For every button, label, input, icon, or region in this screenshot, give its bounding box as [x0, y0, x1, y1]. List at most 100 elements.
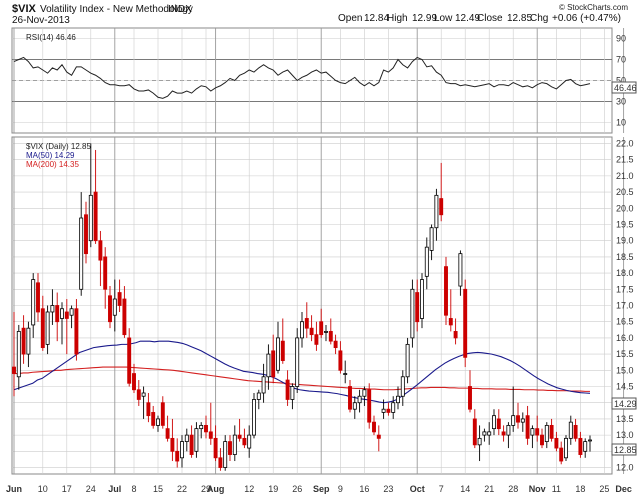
candle-body [136, 389, 141, 400]
candle-body [367, 389, 372, 423]
candle [88, 143, 93, 248]
candle [333, 334, 338, 355]
candle-body [453, 331, 458, 339]
candle [60, 302, 64, 345]
candle-body [540, 434, 544, 446]
candle-body [266, 353, 271, 378]
candle [458, 250, 463, 296]
high-label: High [387, 13, 408, 24]
candle [26, 321, 31, 368]
candle [367, 383, 372, 429]
price-tick-label: 22.0 [616, 138, 634, 148]
x-tick-label: Sep [313, 484, 330, 494]
candle [501, 425, 506, 442]
x-tick-label: 24 [86, 484, 96, 494]
price-tick-label: 15.0 [616, 365, 634, 375]
candle-body [256, 392, 261, 400]
candle [50, 289, 55, 325]
candle-body [40, 308, 45, 349]
candle [487, 422, 492, 445]
high-value: 12.99 [412, 13, 437, 24]
candle [122, 286, 127, 338]
rsi-tick-label: 30 [616, 97, 626, 107]
candle [511, 386, 516, 432]
candle-body [391, 402, 396, 413]
candle-body [535, 428, 540, 436]
low-label: Low [434, 13, 453, 24]
candle-body [400, 376, 405, 397]
candle-body [372, 421, 376, 433]
candle-body [31, 279, 36, 326]
candle-body [170, 437, 175, 452]
candle [79, 192, 84, 296]
price-tick-label: 19.5 [616, 219, 634, 229]
candle [544, 422, 549, 449]
candle [444, 256, 448, 325]
candle [112, 279, 117, 332]
candle [352, 396, 357, 419]
candle-body [352, 402, 357, 410]
candle-body [295, 337, 300, 387]
x-tick-label: 10 [38, 484, 48, 494]
candle [223, 435, 228, 471]
candle-body [338, 350, 343, 371]
candle-body [386, 408, 391, 413]
candle [98, 230, 103, 287]
candle [276, 321, 280, 374]
x-tick-label: Jul [108, 484, 121, 494]
price-tick-label: 13.5 [616, 414, 634, 424]
x-tick-label: 19 [268, 484, 278, 494]
candle [69, 305, 74, 329]
candle-body [146, 402, 151, 417]
candle [84, 201, 88, 264]
candle [117, 279, 122, 312]
ma50-legend: MA(50) 14.29 [26, 151, 75, 160]
open-value: 12.84 [364, 13, 389, 24]
ma50-last-value: 14.29 [614, 399, 637, 409]
candle-body [122, 298, 127, 336]
candle [324, 324, 328, 342]
price-tick-label: 21.0 [616, 171, 634, 181]
candle-body [117, 292, 122, 306]
candle-body [564, 437, 568, 459]
candle-body [50, 305, 55, 313]
candle [36, 273, 40, 322]
rsi-line [13, 56, 591, 99]
candle [55, 292, 60, 342]
candle-body [237, 434, 242, 439]
candle-body [98, 240, 103, 261]
candle-body [290, 386, 295, 400]
candle [16, 324, 21, 390]
candle [204, 415, 208, 439]
rsi-tick-label: 10 [616, 118, 626, 128]
candle [386, 402, 391, 416]
candle [535, 415, 540, 442]
rsi-legend: RSI(14) 46.46 [26, 33, 76, 42]
candle-body [477, 437, 482, 446]
price-grid [12, 137, 625, 474]
candle [348, 380, 352, 413]
price-tick-label: 19.0 [616, 236, 634, 246]
candle [271, 334, 276, 384]
candle-body [376, 434, 381, 439]
candle [170, 418, 175, 462]
candle-body [530, 428, 535, 436]
candle [64, 299, 69, 355]
candle [453, 318, 458, 345]
candle-body [348, 386, 352, 410]
x-tick-label: 21 [484, 484, 494, 494]
candle-body [439, 198, 444, 216]
candle [108, 286, 112, 329]
price-last-value: 12.85 [614, 445, 637, 455]
price-tick-label: 13.0 [616, 430, 634, 440]
candle-body [429, 227, 434, 251]
candle [420, 273, 424, 329]
price-legend: $VIX (Daily) 12.85 [26, 142, 91, 151]
candle-body [64, 311, 69, 319]
rsi-tick-label: 50 [616, 76, 626, 86]
price-tick-label: 14.5 [616, 382, 634, 392]
rsi-tick-label: 70 [616, 55, 626, 65]
low-value: 12.49 [455, 13, 480, 24]
candle-body [223, 441, 228, 468]
